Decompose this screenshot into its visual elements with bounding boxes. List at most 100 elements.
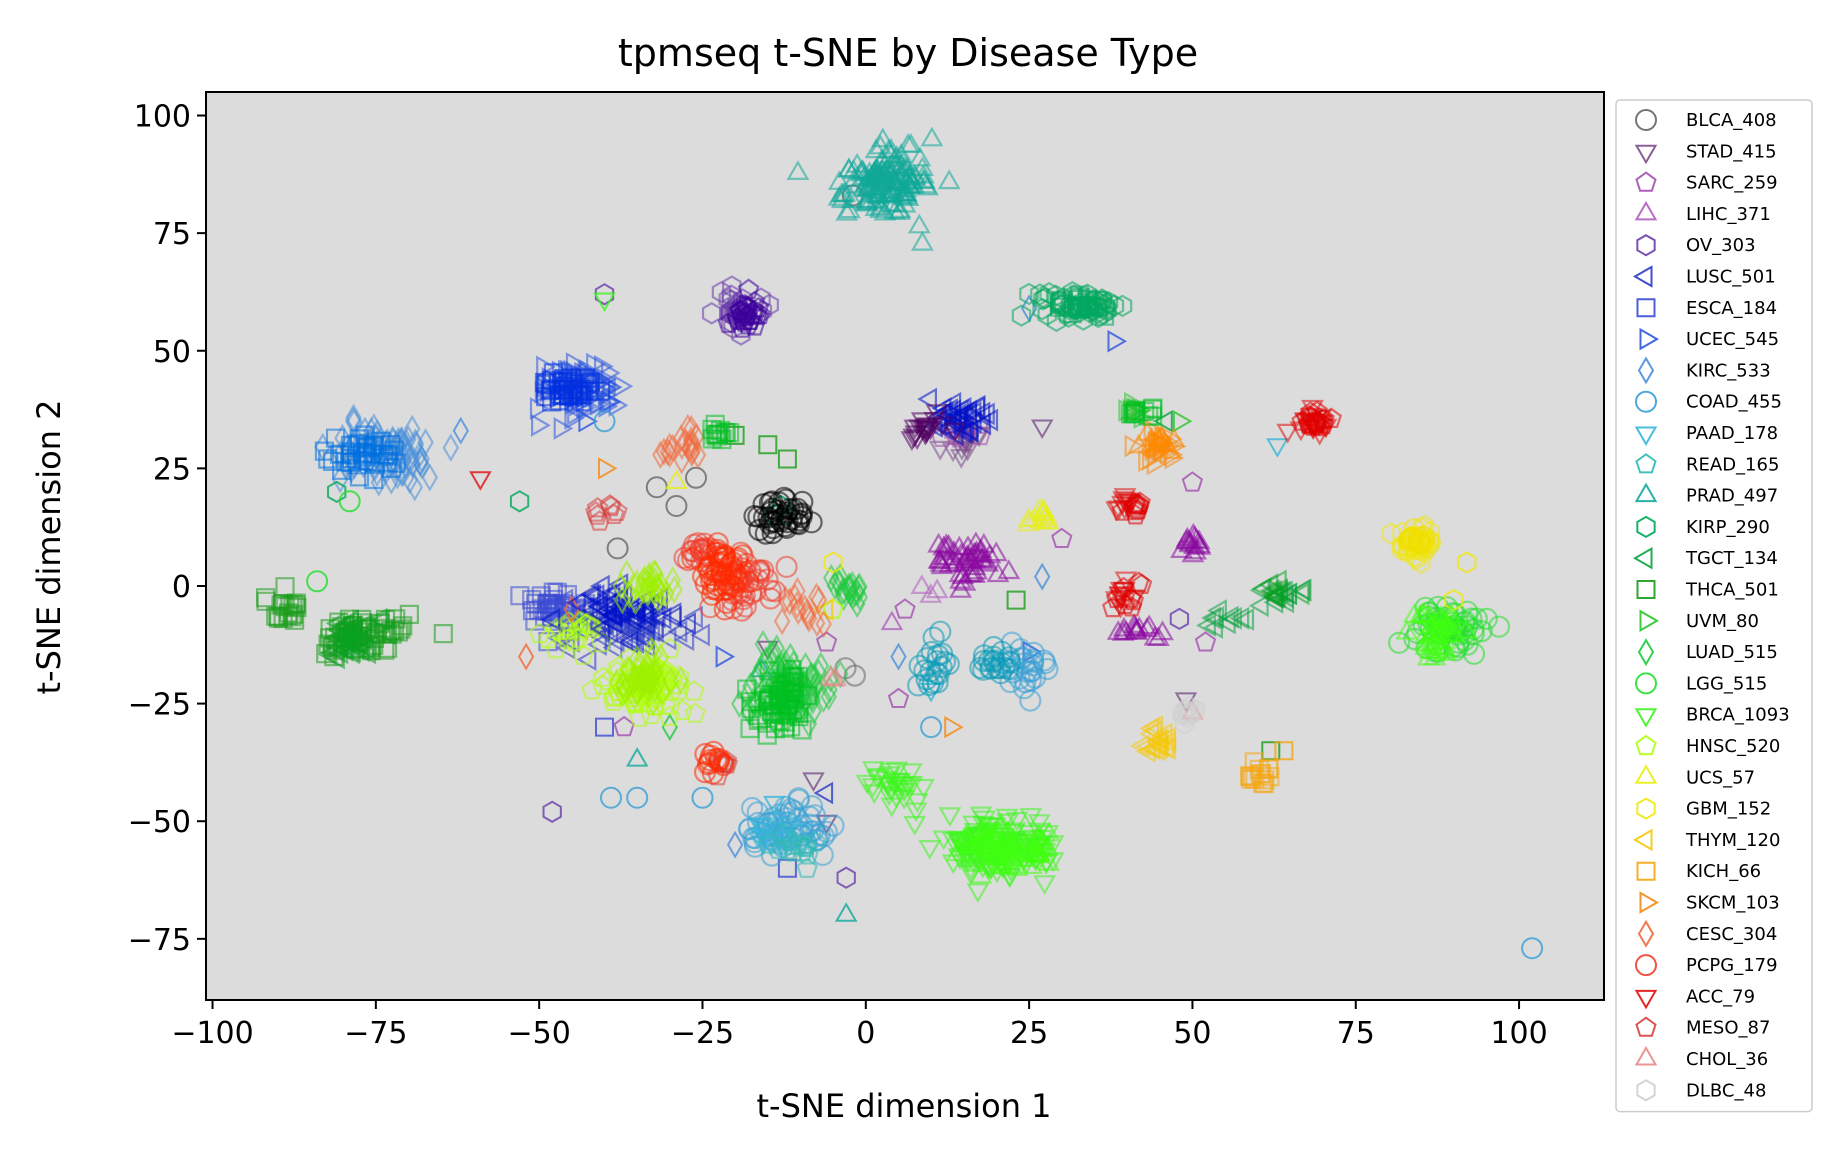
data-point — [1274, 741, 1294, 761]
data-point — [334, 629, 355, 653]
data-point — [538, 631, 558, 652]
data-point — [879, 143, 903, 163]
data-point — [637, 606, 658, 630]
data-point — [963, 851, 987, 872]
data-point — [665, 495, 688, 517]
legend-marker — [1637, 919, 1655, 948]
data-point — [590, 617, 611, 641]
data-point — [1033, 875, 1057, 895]
data-point — [840, 188, 864, 209]
data-point — [886, 779, 910, 800]
data-point — [364, 469, 384, 490]
series-cluster-44 — [1101, 400, 1343, 618]
data-point — [553, 416, 574, 440]
data-point — [926, 671, 949, 694]
legend-label: UCEC_545 — [1686, 329, 1779, 350]
data-point — [1037, 821, 1061, 842]
x-axis-label: t-SNE dimension 1 — [756, 1087, 1051, 1125]
data-point — [920, 716, 943, 739]
data-point — [683, 414, 700, 444]
legend-marker — [1635, 109, 1657, 131]
data-point — [1174, 529, 1198, 550]
data-point — [902, 428, 926, 449]
legend-marker — [1634, 482, 1658, 503]
legend-marker — [1637, 356, 1655, 385]
data-point — [645, 605, 666, 629]
data-point — [835, 200, 859, 221]
data-point — [606, 500, 628, 521]
legend-label: KIRC_533 — [1686, 360, 1771, 381]
data-point — [715, 422, 735, 443]
data-point — [1400, 534, 1423, 557]
data-point — [786, 583, 804, 612]
data-point — [781, 587, 798, 616]
data-point — [1107, 330, 1127, 353]
data-point — [1312, 413, 1335, 435]
legend-label: SKCM_103 — [1686, 893, 1780, 914]
data-point — [1456, 633, 1479, 656]
legend-label: LUAD_515 — [1686, 642, 1778, 663]
legend-item: PCPG_179 — [1635, 954, 1778, 977]
data-point — [771, 681, 791, 701]
data-point — [590, 381, 611, 401]
data-point — [586, 352, 606, 376]
data-point — [1413, 526, 1436, 549]
data-point — [600, 361, 621, 385]
data-point — [370, 608, 390, 632]
data-point — [644, 687, 662, 717]
legend-marker — [1635, 672, 1657, 695]
data-point — [1248, 594, 1269, 618]
data-point — [592, 666, 614, 687]
data-point — [665, 469, 688, 489]
data-point — [926, 643, 950, 667]
data-point — [1081, 296, 1101, 316]
data-point — [433, 623, 453, 644]
legend: BLCA_408 STAD_415 SARC_259 LIHC_371 OV_303 LU… — [1615, 99, 1813, 1113]
data-point — [1423, 645, 1447, 666]
data-point — [918, 839, 942, 860]
data-point — [871, 127, 895, 148]
legend-item: STAD_415 — [1634, 141, 1777, 165]
legend-marker — [1636, 797, 1656, 820]
data-point — [619, 655, 636, 684]
data-point — [808, 582, 825, 611]
data-point — [843, 664, 867, 687]
data-point — [1162, 427, 1186, 448]
data-point — [895, 168, 919, 189]
data-point — [705, 424, 725, 445]
data-point — [571, 379, 591, 400]
plot-area — [206, 92, 1604, 1000]
data-point — [1381, 522, 1402, 545]
data-point — [824, 666, 848, 686]
legend-label: OV_303 — [1686, 235, 1756, 256]
legend-label: LUSC_501 — [1686, 267, 1776, 288]
data-point — [802, 772, 825, 792]
data-point — [1455, 618, 1478, 639]
data-point — [849, 578, 866, 607]
data-point — [753, 817, 777, 838]
x-tick-label: −25 — [671, 1016, 734, 1051]
data-point — [975, 826, 998, 847]
y-tick-label: −75 — [128, 923, 191, 958]
y-tick-label: 0 — [172, 570, 191, 605]
data-point — [661, 439, 678, 468]
data-point — [626, 786, 649, 809]
data-point — [662, 605, 682, 629]
data-point — [774, 488, 798, 511]
data-point — [848, 589, 866, 619]
legend-marker — [1639, 609, 1659, 633]
data-point — [469, 471, 492, 491]
data-point — [864, 138, 888, 159]
data-point — [1153, 410, 1173, 433]
series-cluster-39 — [317, 569, 1310, 670]
data-point — [355, 447, 375, 467]
data-point — [758, 435, 778, 455]
data-point — [792, 720, 812, 740]
legend-marker — [1634, 1046, 1658, 1066]
data-point — [984, 541, 1008, 562]
data-point — [330, 444, 350, 464]
data-point — [1029, 835, 1053, 856]
data-point — [855, 774, 879, 795]
data-point — [710, 420, 731, 441]
data-point — [1051, 527, 1073, 548]
